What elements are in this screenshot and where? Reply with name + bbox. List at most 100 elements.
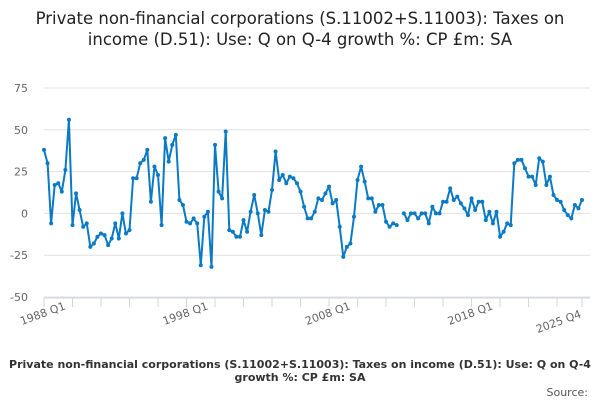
data-point — [70, 223, 75, 228]
data-point — [441, 199, 446, 204]
data-point — [216, 189, 221, 194]
data-point — [547, 174, 552, 179]
data-point — [248, 209, 253, 214]
data-point — [227, 228, 232, 233]
data-point — [241, 218, 246, 223]
data-point — [412, 211, 417, 216]
data-point — [369, 196, 374, 201]
data-point — [49, 221, 54, 226]
data-point — [184, 219, 189, 224]
data-point — [487, 209, 492, 214]
data-point — [145, 147, 150, 152]
data-point — [522, 166, 527, 171]
legend-series-label[interactable]: Private non-financial corporations (S.11… — [9, 358, 591, 384]
x-tick-label: 1998 Q1 — [161, 300, 210, 328]
data-point — [202, 214, 207, 219]
data-point — [45, 161, 50, 166]
data-point — [141, 157, 146, 162]
data-point — [180, 203, 185, 208]
data-point — [99, 231, 104, 236]
data-point — [327, 184, 332, 189]
data-point — [530, 174, 535, 179]
data-point — [483, 218, 488, 223]
data-point — [298, 189, 303, 194]
data-point — [205, 209, 210, 214]
data-point — [259, 233, 264, 238]
data-point — [476, 199, 481, 204]
data-point — [106, 243, 111, 248]
data-point — [148, 199, 153, 204]
data-point — [462, 206, 467, 211]
data-point — [74, 191, 79, 196]
data-point — [159, 223, 164, 228]
data-point — [387, 224, 392, 229]
data-point — [480, 199, 485, 204]
data-point — [423, 211, 428, 216]
data-point — [380, 203, 385, 208]
data-point — [330, 201, 335, 206]
data-point — [515, 157, 520, 162]
data-point — [437, 211, 442, 216]
data-point — [430, 204, 435, 209]
data-point — [280, 172, 285, 177]
y-tick-label: 0 — [21, 207, 28, 220]
data-point — [419, 211, 424, 216]
data-point — [277, 177, 282, 182]
data-point — [455, 194, 460, 199]
data-point — [294, 181, 299, 186]
data-point — [316, 196, 321, 201]
data-point — [526, 174, 531, 179]
data-point — [401, 211, 406, 216]
data-point — [359, 164, 364, 169]
data-point — [465, 213, 470, 218]
data-point — [213, 142, 218, 147]
x-tick-label: 2025 Q4 — [534, 308, 583, 336]
data-point — [252, 193, 257, 198]
data-point — [237, 234, 242, 239]
data-point — [42, 147, 46, 152]
y-tick-label: 25 — [14, 166, 28, 179]
data-point — [501, 229, 506, 234]
data-point — [540, 159, 545, 164]
data-point — [170, 142, 175, 147]
data-point — [209, 264, 214, 269]
y-tick-label: -25 — [10, 249, 28, 262]
data-point — [66, 117, 71, 122]
data-point — [95, 234, 100, 239]
data-point — [373, 209, 378, 214]
data-point — [102, 233, 107, 238]
data-point — [498, 234, 503, 239]
data-point — [230, 229, 235, 234]
data-point — [562, 208, 567, 213]
data-point — [223, 129, 228, 134]
data-point — [551, 193, 556, 198]
series-line — [43, 118, 583, 268]
data-point — [362, 179, 367, 184]
data-point — [88, 244, 93, 249]
data-point — [490, 221, 495, 226]
data-point — [348, 241, 353, 246]
data-point — [337, 224, 342, 229]
data-point — [156, 172, 161, 177]
data-point — [572, 203, 577, 208]
data-point — [134, 176, 139, 181]
data-point — [266, 209, 271, 214]
data-point — [52, 182, 57, 187]
data-point — [565, 213, 570, 218]
data-point — [123, 231, 128, 236]
data-point — [113, 221, 118, 226]
data-point — [351, 214, 356, 219]
data-point — [309, 216, 314, 221]
data-point — [152, 164, 157, 169]
data-point — [116, 236, 121, 241]
x-tick-label: 2018 Q1 — [446, 300, 495, 328]
data-point — [319, 198, 324, 203]
data-point — [473, 208, 478, 213]
data-point — [576, 206, 581, 211]
data-point — [220, 196, 225, 201]
data-point — [508, 223, 513, 228]
data-point — [555, 198, 560, 203]
y-tick-label: -50 — [10, 291, 28, 304]
data-point — [533, 182, 538, 187]
data-point — [177, 198, 182, 203]
